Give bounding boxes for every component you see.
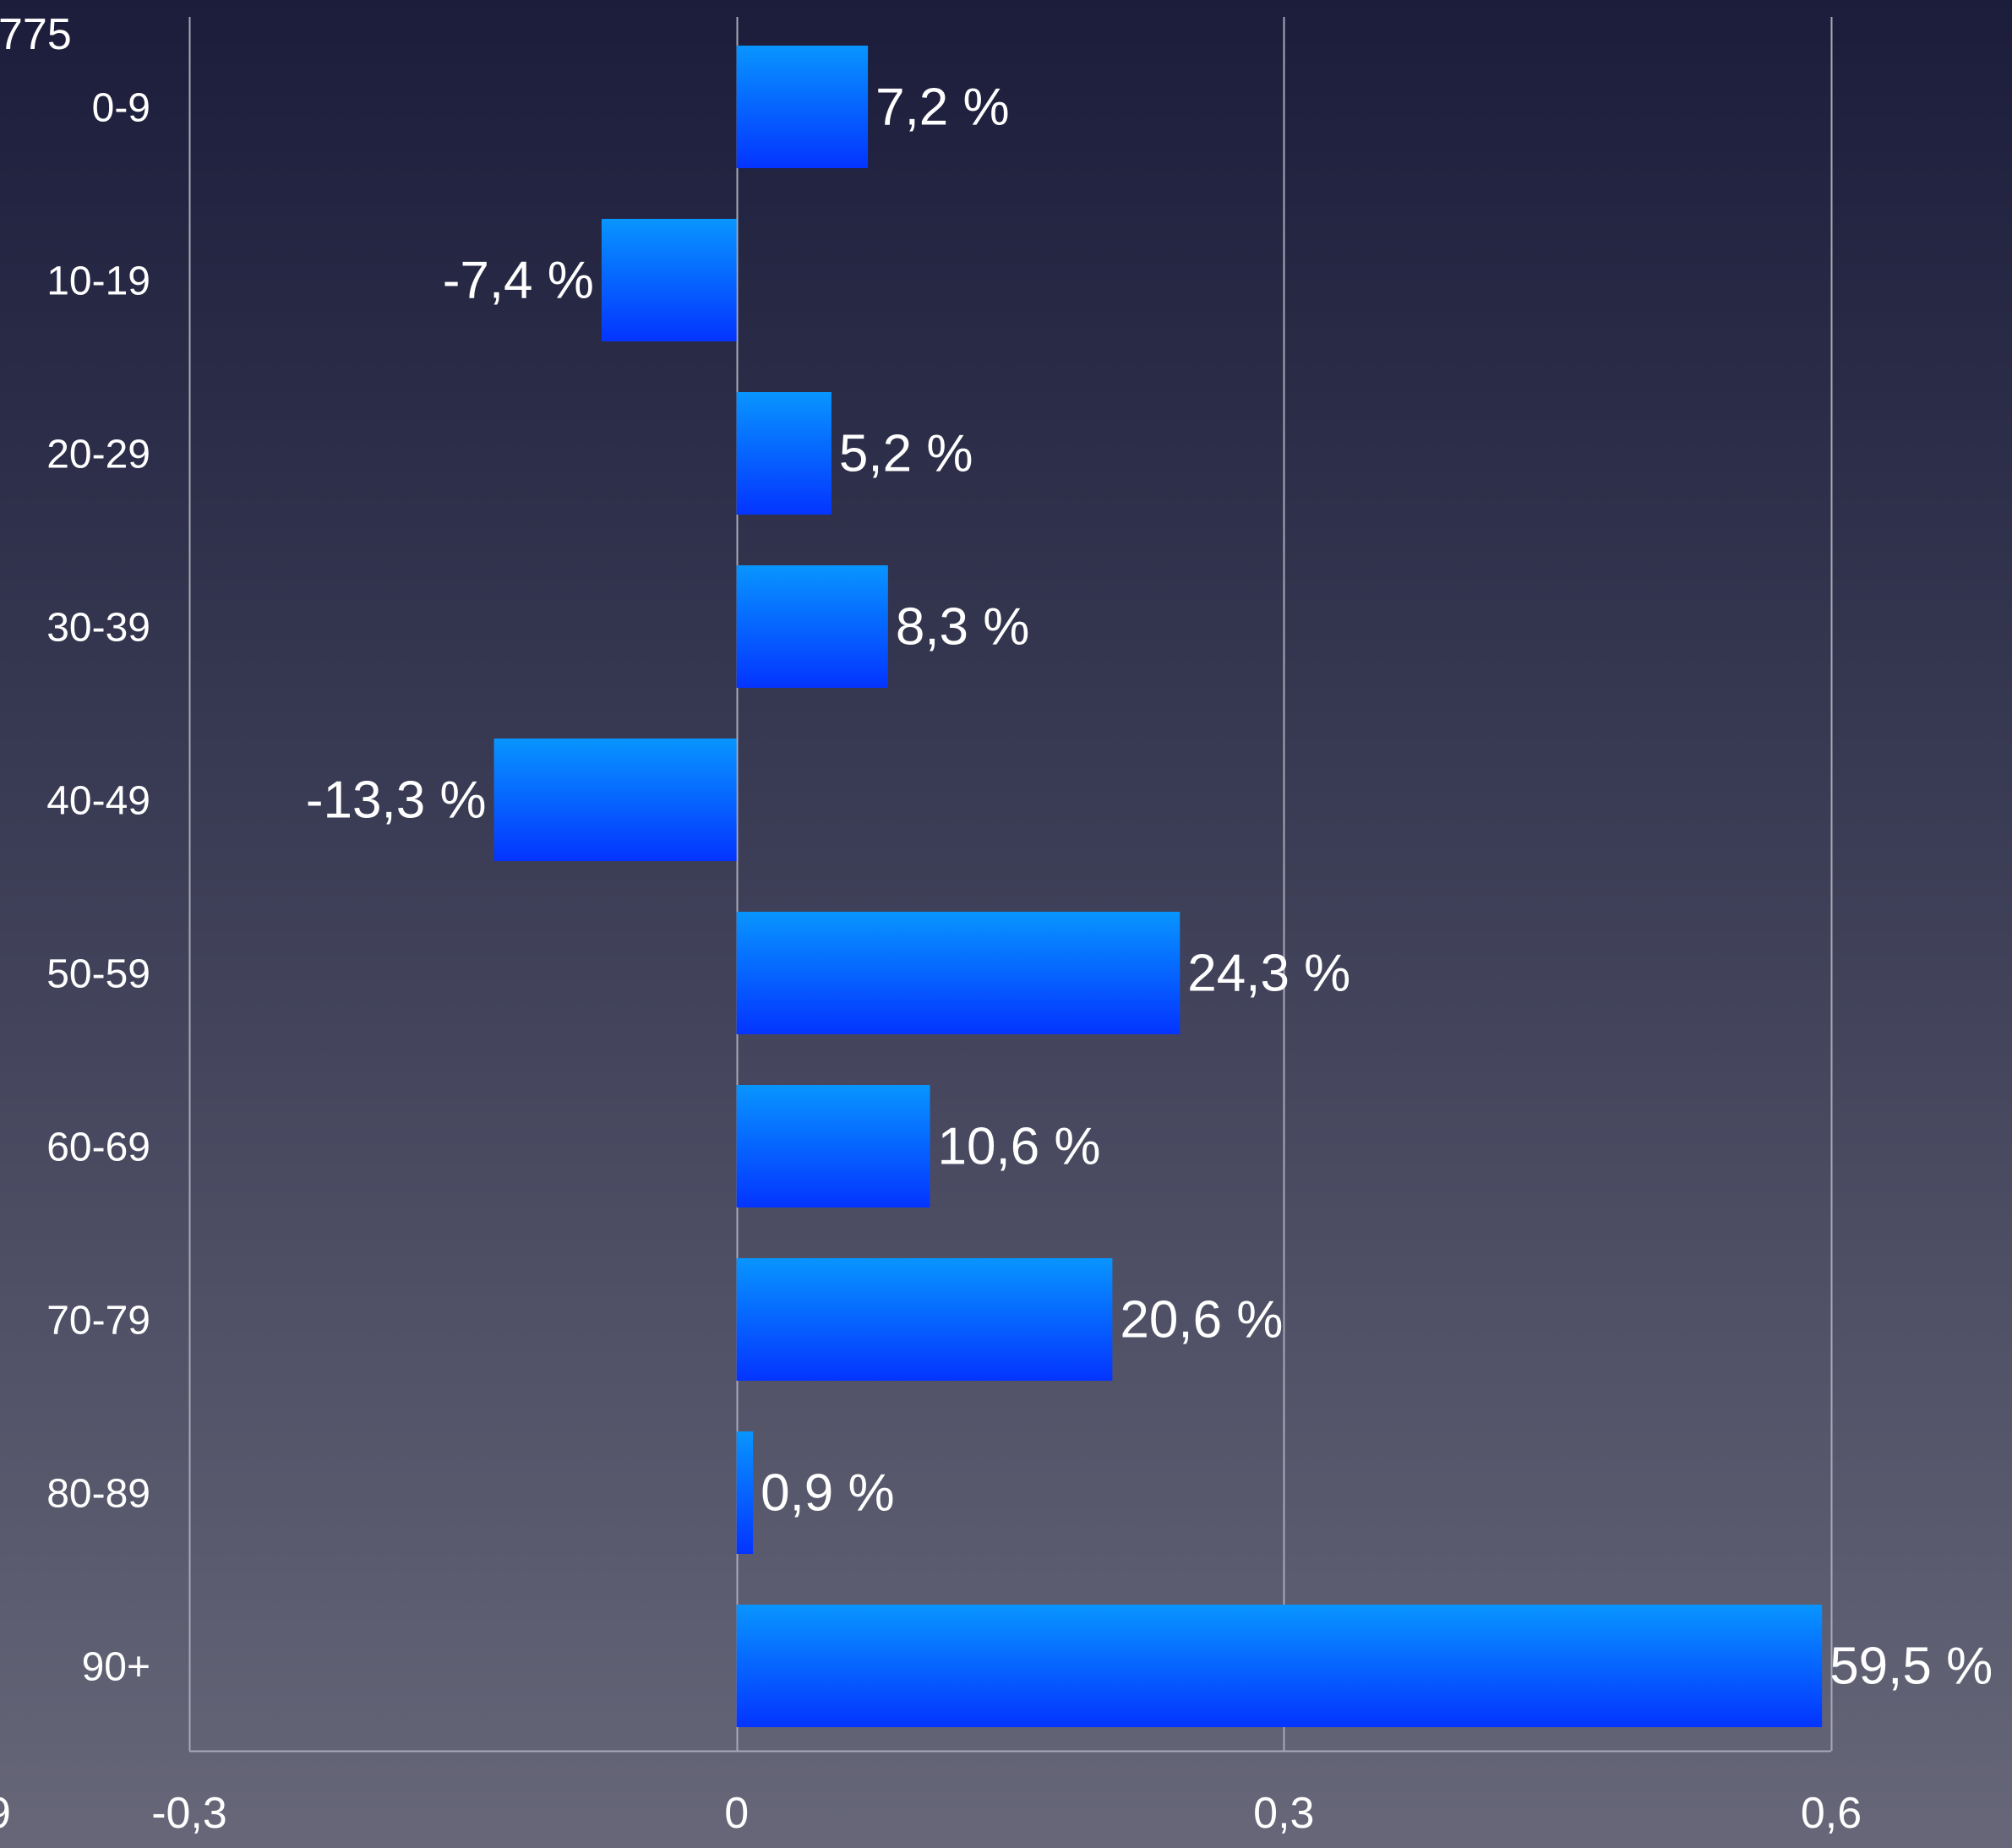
x-tick-label: 0,6 (1801, 1789, 1862, 1838)
x-tick-label: 0 (724, 1789, 749, 1838)
bar-20-29 (736, 392, 832, 515)
partial-text-top-left: 775 (0, 10, 72, 59)
bars (493, 46, 1823, 1727)
data-label: 0,9 % (761, 1464, 895, 1523)
data-label: 8,3 % (896, 598, 1030, 657)
category-label: 10-19 (46, 259, 150, 304)
x-tick-label: -0,3 (151, 1789, 227, 1838)
category-label: 30-39 (46, 606, 150, 651)
category-label: 20-29 (46, 433, 150, 477)
bar-80-89 (736, 1431, 754, 1554)
bar-0-9 (736, 46, 869, 168)
bar-90+ (736, 1605, 1823, 1727)
partial-text-bottom-left: 9 (0, 1789, 11, 1838)
gridlines (188, 17, 1833, 1753)
data-label: 24,3 % (1187, 945, 1350, 1003)
data-label: -13,3 % (306, 771, 487, 830)
category-label: 40-49 (46, 779, 150, 824)
data-label: 10,6 % (938, 1118, 1101, 1176)
category-label: 60-69 (46, 1126, 150, 1170)
data-label: 20,6 % (1120, 1291, 1283, 1349)
labels: 775 9 -0,3 0 0,3 0,6 0-9 7,2 % 10-19 -7,4 % 20-2… (0, 10, 1993, 1838)
data-label: 5,2 % (839, 425, 973, 483)
x-tick-label: 0,3 (1253, 1789, 1314, 1838)
category-label: 90+ (82, 1645, 150, 1690)
bar-50-59 (736, 912, 1180, 1034)
data-label: 59,5 % (1829, 1638, 1993, 1696)
bar-70-79 (736, 1258, 1113, 1381)
data-label: 7,2 % (875, 79, 1010, 137)
bar-40-49 (493, 739, 737, 861)
bar-10-19 (601, 219, 737, 341)
category-label: 50-59 (46, 952, 150, 997)
bar-30-39 (736, 565, 888, 688)
category-label: 70-79 (46, 1299, 150, 1344)
data-label: -7,4 % (443, 252, 594, 310)
bar-60-69 (736, 1085, 930, 1207)
category-label: 80-89 (46, 1472, 150, 1517)
category-label: 0-9 (92, 86, 150, 131)
